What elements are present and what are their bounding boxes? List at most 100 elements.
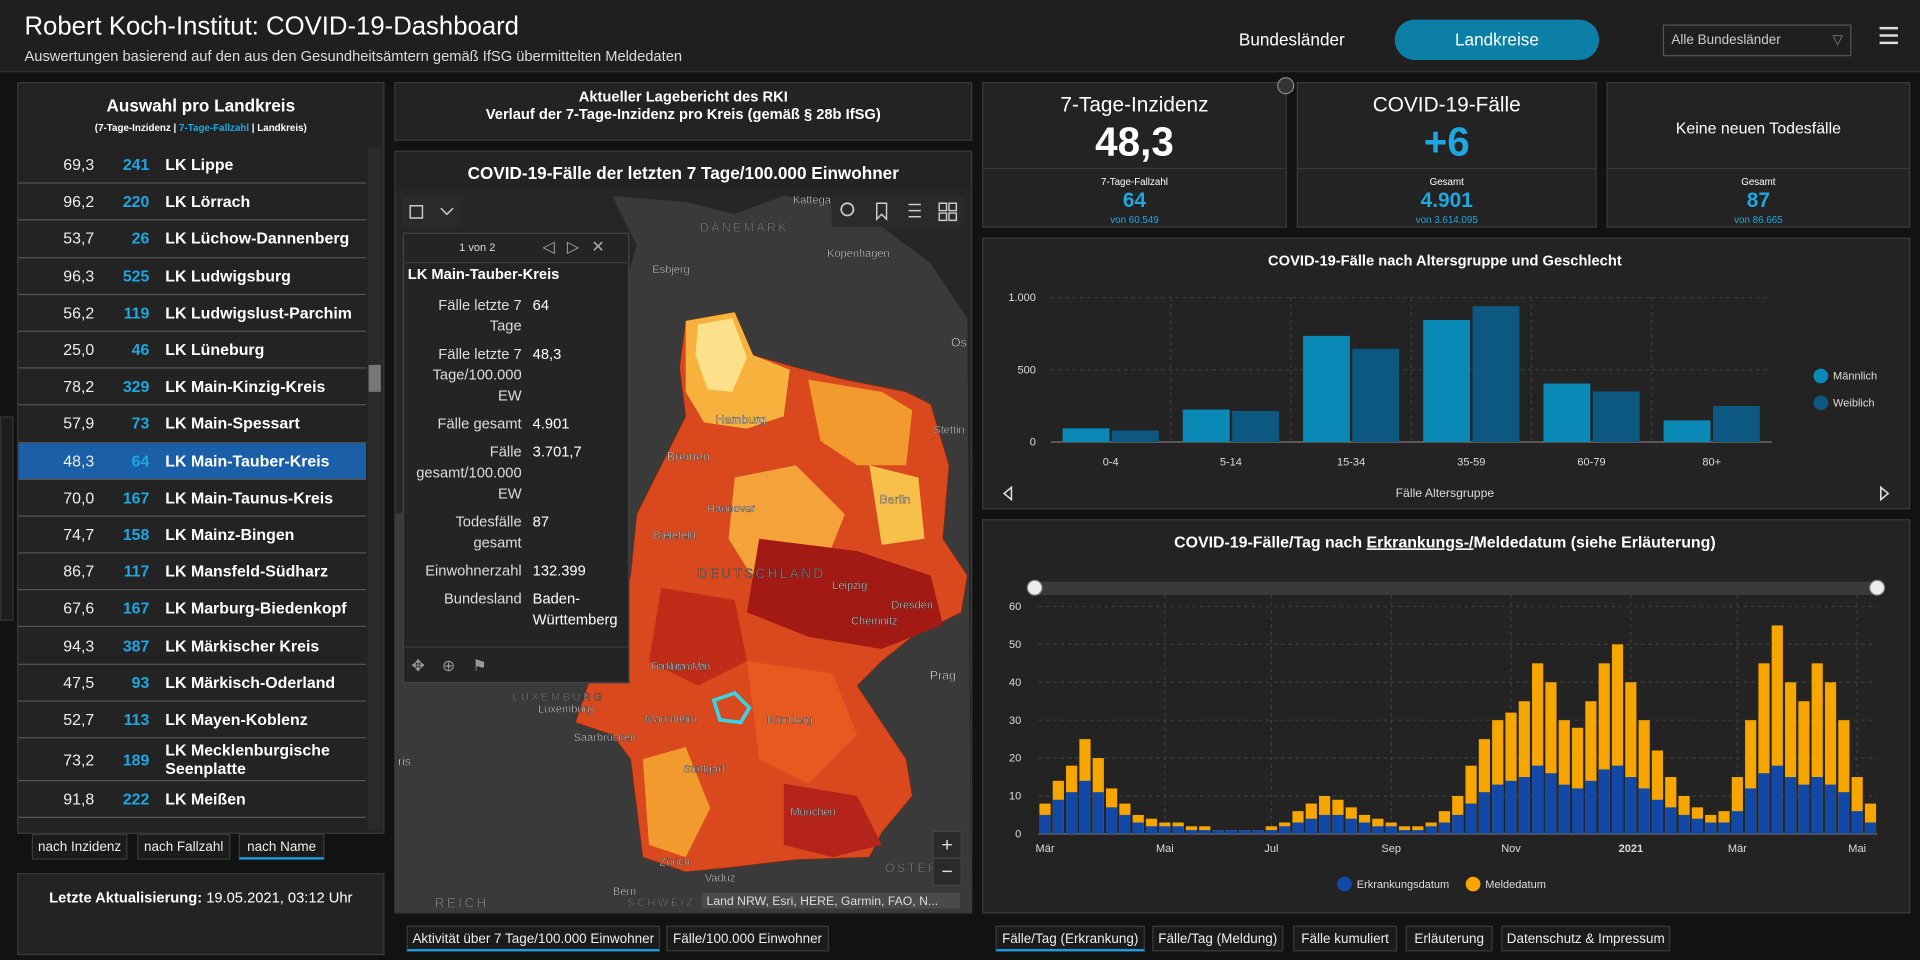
popup-head — [404, 234, 629, 264]
charts: COVID-19-Fälle nach Altersgruppe und Ges… — [1002, 254, 1890, 892]
expand-icon[interactable] — [1277, 77, 1295, 95]
y-tick-label: 20 — [1009, 753, 1021, 765]
field-value: 3.701,7 — [532, 443, 582, 461]
y-tick-label: 60 — [1009, 601, 1021, 613]
list-row[interactable]: 56,2 119 LK Ludwigslust-Parchim — [18, 295, 367, 332]
dropdown[interactable]: Alle Bundesländer ▽ — [1662, 24, 1852, 57]
map-label: Esbjerg — [652, 264, 689, 276]
bar — [1663, 420, 1711, 443]
case-count: 220 — [122, 192, 150, 211]
list-row[interactable]: 25,0 46 LK Lüneburg — [18, 332, 367, 369]
bar — [1492, 784, 1504, 834]
scrollbar[interactable] — [367, 146, 383, 831]
bar — [1611, 644, 1624, 834]
map-label: Berlin — [879, 492, 910, 506]
report-panel[interactable] — [394, 82, 973, 141]
subtitle-part: (7-Tage-Inzidenz | — [94, 122, 177, 134]
bar — [1691, 818, 1703, 834]
bar — [1678, 814, 1690, 834]
bar — [1265, 826, 1277, 834]
list-row[interactable]: 67,6 167 LK Marburg-Biedenkopf — [18, 591, 367, 628]
list-row[interactable]: 73,2 189 LK Mecklenburgische Seenplatte — [18, 738, 367, 782]
bar — [1758, 773, 1770, 834]
popup-controls[interactable]: ◁▷✕ — [542, 237, 618, 256]
district-name: LK Lörrach — [165, 192, 251, 211]
bar — [1532, 663, 1544, 834]
incidence: 53,7 — [63, 229, 95, 248]
field-label: Fälle gesamt/100.000 EW — [416, 443, 522, 503]
sort-button[interactable]: nach Inzidenz — [31, 833, 128, 860]
range-slider[interactable] — [1034, 581, 1878, 596]
sort-button[interactable]: nach Name — [238, 833, 325, 860]
case-count: 222 — [122, 789, 150, 809]
list-row[interactable]: 96,3 525 LK Ludwigsburg — [18, 258, 367, 295]
bar — [1611, 765, 1624, 834]
list-row[interactable]: 52,7 113 LK Mayen-Koblenz — [18, 701, 367, 739]
popup-field: Todesfälle gesamt 87 — [414, 512, 622, 561]
map-label: Dresden — [891, 600, 933, 612]
district-name: LK Meißen — [165, 789, 246, 809]
menu-bar — [1879, 34, 1898, 37]
list-row[interactable]: 57,9 73 LK Main-Spessart — [18, 406, 367, 443]
bar — [1571, 727, 1584, 834]
bar — [1745, 720, 1757, 834]
list-row[interactable]: 94,3 387 LK Märkischer Kreis — [18, 627, 367, 665]
list-row[interactable]: 70,0 167 LK Main-Taunus-Kreis — [18, 480, 367, 517]
tab[interactable]: Fälle kumuliert — [1293, 925, 1398, 952]
bar — [1425, 826, 1437, 834]
update-value: 19.05.2021, 03:12 Uhr — [206, 888, 353, 907]
x-axis-label: Fälle Altersgruppe — [1396, 486, 1495, 500]
bar — [1111, 430, 1159, 443]
list-row[interactable]: 47,5 93 LK Märkisch-Oderland — [18, 664, 367, 702]
list-row[interactable]: 69,3 241 LK Lippe — [18, 147, 367, 184]
list-row[interactable]: 96,2 220 LK Lörrach — [18, 184, 367, 221]
map-tool[interactable] — [402, 195, 462, 227]
legend-label: Erkrankungsdatum — [1357, 879, 1449, 891]
incidence: 70,0 — [63, 488, 95, 507]
case-count: 46 — [131, 340, 150, 359]
list-row[interactable]: 91,8 222 LK Meißen — [18, 781, 367, 819]
scroll-thumb[interactable] — [368, 364, 381, 392]
slider-handle[interactable] — [1026, 579, 1043, 596]
tab[interactable]: Fälle/Tag (Erkrankung) — [995, 925, 1145, 952]
tab[interactable]: Fälle/100.000 Einwohner — [666, 925, 829, 952]
bar — [1106, 807, 1118, 834]
search-icon[interactable] — [840, 202, 855, 217]
scroll-arrows[interactable] — [1002, 485, 1890, 502]
tab[interactable]: Aktivität über 7 Tage/100.000 Einwohner — [406, 925, 660, 952]
tab[interactable]: Datenschutz & Impressum — [1501, 925, 1671, 952]
list-row[interactable]: 86,7 117 LK Mansfeld-Südharz — [18, 554, 367, 591]
map-label: Chemnitz — [851, 615, 898, 627]
bar — [1252, 830, 1264, 834]
bar — [1182, 409, 1230, 443]
tab[interactable]: Erläuterung — [1405, 925, 1493, 952]
nav-tab[interactable]: Bundesländer — [1238, 29, 1345, 49]
nav-tab[interactable]: Landkreise — [1394, 19, 1600, 61]
slider-handle[interactable] — [1869, 579, 1886, 596]
list-row[interactable]: 53,7 26 LK Lüchow-Dannenberg — [18, 221, 367, 258]
district-name: LK Märkisch-Oderland — [165, 673, 336, 692]
bar — [1132, 822, 1144, 834]
bar — [1212, 830, 1224, 834]
bar — [1239, 830, 1251, 834]
list-row[interactable]: 74,7 158 LK Mainz-Bingen — [18, 517, 367, 554]
case-count: 167 — [122, 599, 150, 618]
side-handle[interactable] — [0, 416, 14, 621]
list-row[interactable]: 78,2 329 LK Main-Kinzig-Kreis — [18, 369, 367, 406]
menu-icon[interactable] — [1879, 26, 1898, 45]
bar — [1651, 750, 1664, 834]
list-row[interactable]: 48,3 64 LK Main-Tauber-Kreis — [18, 442, 367, 480]
update-label: Letzte Aktualisierung: — [49, 888, 203, 907]
tab[interactable]: Fälle/Tag (Meldung) — [1152, 925, 1284, 952]
popup-actions[interactable]: ✥⊕⚑ — [411, 656, 504, 675]
map-label: Kopenhagen — [827, 248, 890, 260]
case-count: 93 — [131, 673, 150, 692]
bar — [1532, 765, 1544, 834]
selected-district[interactable] — [711, 690, 752, 725]
bar — [1092, 792, 1104, 834]
zoom-out[interactable] — [932, 857, 962, 886]
popup-title: LK Main-Tauber-Kreis — [407, 265, 560, 283]
bar — [1303, 335, 1350, 443]
legend-label: Männlich — [1833, 371, 1877, 383]
sort-button[interactable]: nach Fallzahl — [137, 833, 231, 860]
